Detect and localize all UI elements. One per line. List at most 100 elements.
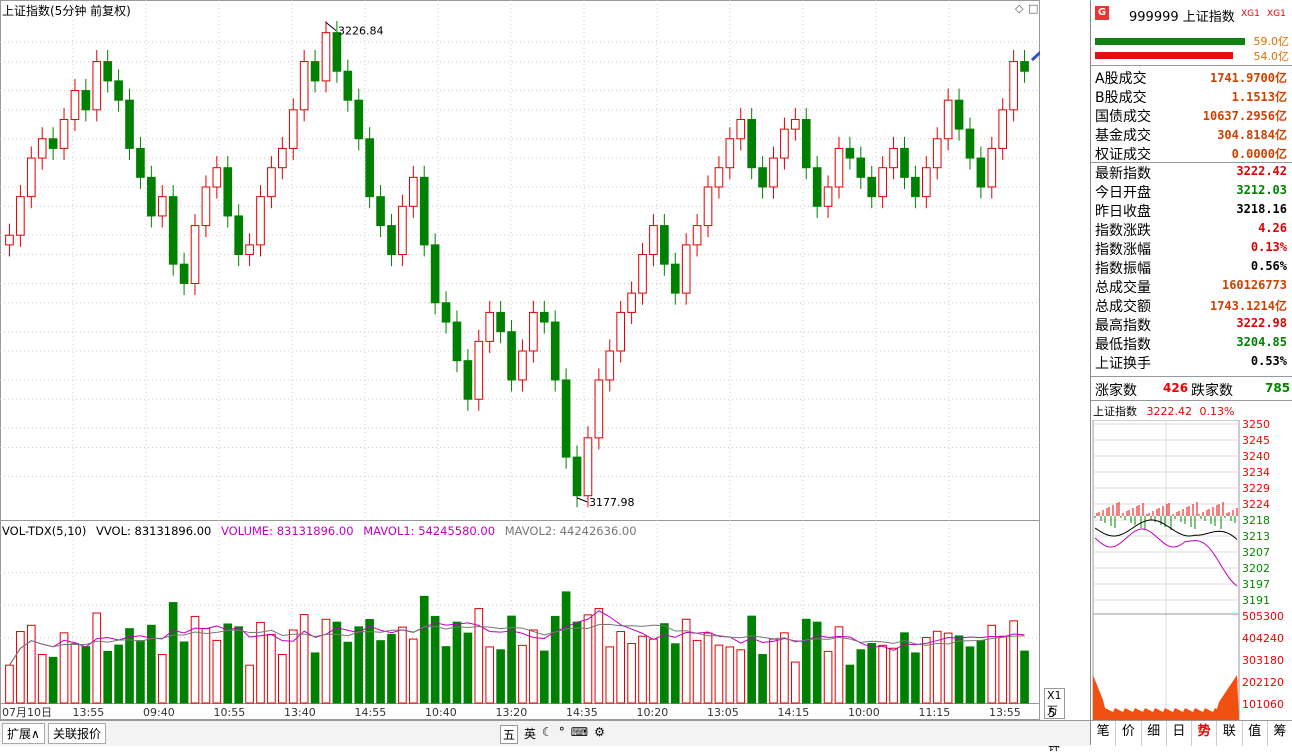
volume-bar (823, 650, 833, 704)
expand-tab[interactable]: 扩展∧ (2, 723, 45, 744)
g-icon[interactable]: G (1095, 6, 1109, 20)
moon-icon[interactable]: ☾ (542, 725, 553, 739)
candle-body (911, 176, 920, 198)
xg-label-1[interactable]: XG1 (1241, 9, 1260, 19)
mini-price-tick: 3250 (1242, 420, 1270, 431)
side-tab[interactable]: 笔 (1091, 721, 1117, 746)
volume-bar (867, 643, 877, 704)
settings-icon[interactable]: ⚙ (594, 725, 605, 739)
candle-body (954, 99, 964, 130)
side-header: G 999999 上证指数 XG1 XG1 (1091, 0, 1292, 30)
quote-row: 总成交额 1743.1214亿 (1091, 296, 1291, 315)
volume-bar (681, 618, 691, 704)
candle-body (987, 147, 997, 188)
volume-bar (387, 633, 396, 704)
keyboard-icon[interactable]: ⌨ (570, 725, 589, 739)
quote-row-label: 指数振幅 (1095, 261, 1151, 277)
candle-body (529, 311, 538, 352)
quote-row-value: 3212.03 (1236, 183, 1287, 197)
quote-row-value: 3218.16 (1236, 202, 1287, 216)
stock-code: 999999 (1129, 10, 1179, 25)
ime-english-icon[interactable]: 英 (524, 727, 537, 741)
candle-body (59, 118, 69, 149)
mini-volume-area (1093, 675, 1239, 720)
side-tab[interactable]: 筹 (1268, 721, 1292, 746)
ime-toolbar: 五 英 ☾ ° ⌨ ⚙ (500, 725, 605, 744)
related-quote-tab[interactable]: 关联报价 (48, 723, 107, 744)
candle-body (791, 118, 800, 130)
high-label: 3226.84 (338, 25, 384, 38)
candle-body (649, 225, 658, 256)
side-tab[interactable]: 联 (1217, 721, 1243, 746)
candle-body (321, 32, 331, 82)
quote-row: 权证成交 0.0000亿 (1091, 144, 1291, 163)
candle-body (288, 109, 298, 149)
diamond-icon[interactable]: ◇ (1015, 2, 1024, 15)
time-tick-label: 13:05 (707, 706, 739, 719)
candle-body (332, 32, 342, 72)
candle-body (278, 147, 287, 169)
candle-body (190, 225, 200, 284)
volume-bar (703, 632, 713, 704)
quote-row-label: 总成交额 (1095, 299, 1151, 315)
volume-bar (157, 653, 167, 704)
quote-side-panel: G 999999 上证指数 XG1 XG1 59.0亿 54.0亿 A股成交 17… (1090, 0, 1292, 746)
xg-label-2[interactable]: XG1 (1267, 9, 1286, 19)
volume-bar (812, 621, 822, 704)
volume-bar (780, 632, 789, 704)
side-tab[interactable]: 细 (1142, 721, 1167, 746)
fall-count: 785 (1265, 381, 1291, 395)
volume-bar (594, 608, 604, 704)
quote-row: 上证换手 0.53% (1091, 353, 1291, 372)
candle-body (5, 234, 14, 246)
quote-row-label: 基金成交 (1095, 128, 1151, 144)
mini-value: 3222.42 (1146, 405, 1193, 418)
candle-body (223, 167, 233, 217)
volume-bar (103, 650, 113, 704)
kline-chart-area[interactable]: 3225322332203218321532133210320832053203… (0, 0, 1065, 753)
vvol-value: VVOL: 83131896.00 (96, 524, 212, 538)
volume-bar (692, 639, 702, 704)
candle-body (48, 138, 58, 149)
time-tick-label: 13:40 (284, 706, 316, 719)
volume-bar (136, 640, 145, 704)
candle-body (70, 90, 80, 120)
inflow-bar (1095, 38, 1245, 45)
volume-bar (48, 656, 58, 704)
volume-bar (714, 644, 724, 704)
side-tab[interactable]: 日 (1167, 721, 1192, 746)
bottom-toolbar: 扩展∧ 关联报价 五 英 ☾ ° ⌨ ⚙ (0, 720, 1090, 746)
candle-body (965, 128, 975, 159)
time-tick-label: 14:55 (355, 706, 387, 719)
time-tick-label: 13:55 (989, 706, 1021, 719)
mini-volume-tick: 505300 (1242, 610, 1284, 623)
square-icon[interactable]: □ (1028, 2, 1039, 15)
candle-body (430, 244, 440, 304)
time-tick-label: 10:55 (214, 706, 246, 719)
mavol2-value: MAVOL2: 44242636.00 (504, 524, 637, 538)
ime-wubi-icon[interactable]: 五 (500, 725, 519, 744)
mini-intraday-chart[interactable]: 3250 3245 3240 3234 3229 3224 3218 3213 3207 3202… (1091, 420, 1292, 720)
candle-body (81, 90, 91, 111)
candle-body (507, 331, 516, 381)
inflow-value: 59.0亿 (1253, 35, 1290, 48)
volume-unit: X1万 (1044, 688, 1065, 719)
side-tab[interactable]: 价 (1116, 721, 1142, 746)
rise-label: 涨家数 (1095, 383, 1137, 399)
mini-price-tick: 3207 (1242, 546, 1270, 559)
annotation-stroke (1030, 50, 1040, 62)
side-tab[interactable]: 势 (1192, 721, 1218, 746)
candle-body (441, 302, 451, 323)
dot-icon[interactable]: ° (558, 725, 565, 739)
quote-row-value: 304.8184亿 (1217, 128, 1287, 142)
volume-bar (288, 629, 298, 704)
mini-volume-tick: 404240 (1242, 632, 1284, 645)
time-tick-label: 11:15 (919, 706, 951, 719)
side-tab[interactable]: 值 (1243, 721, 1268, 746)
volume-bar (845, 664, 855, 704)
kline-svg[interactable]: 3225322332203218321532133210320832053203… (0, 0, 1040, 720)
volume-bar (5, 664, 14, 704)
candle-body (157, 196, 167, 217)
quote-row: 今日开盘 3212.03 (1091, 182, 1291, 201)
volume-bar (987, 624, 997, 704)
